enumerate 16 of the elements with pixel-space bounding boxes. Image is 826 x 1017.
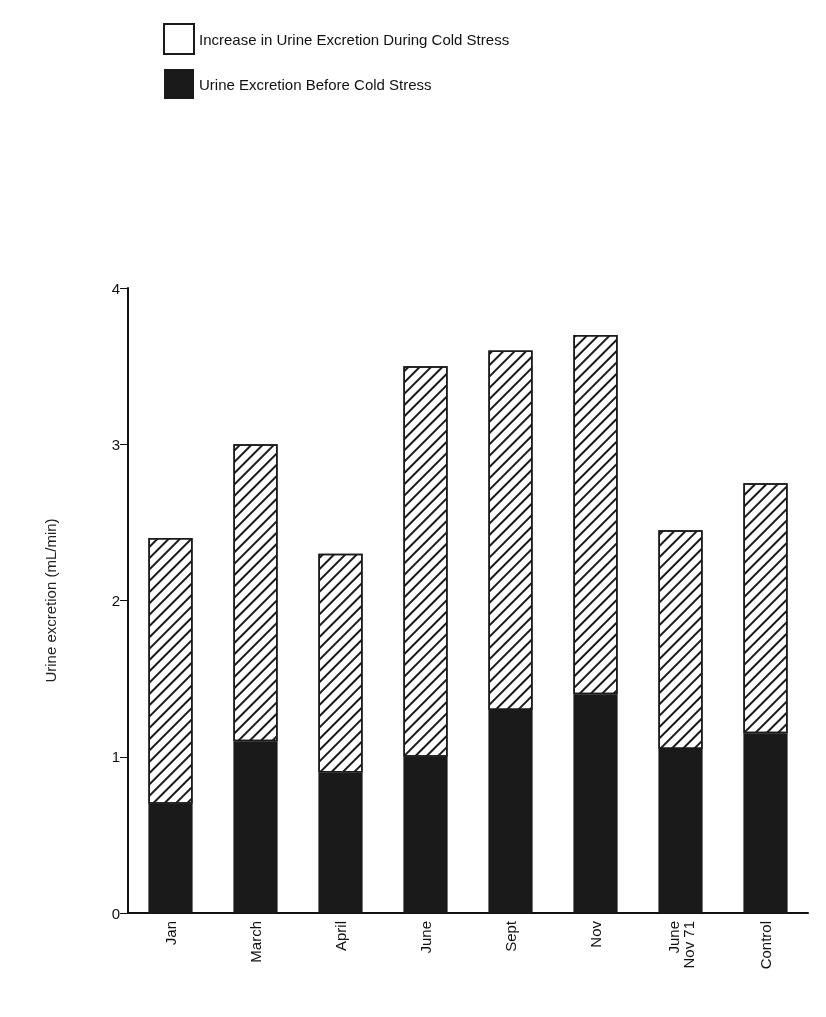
x-tick-label: Jan	[162, 921, 179, 946]
y-tick-label: 1	[111, 748, 120, 766]
y-tick-label: 2	[111, 592, 120, 609]
y-axis-title: Urine excretion (mL/min)	[42, 518, 59, 683]
legend-label: Urine Excretion Before Cold Stress	[199, 75, 432, 93]
x-tick-label: March	[247, 921, 264, 963]
x-tick-label: June Nov 71	[664, 921, 697, 969]
x-tick-label: Nov	[587, 920, 604, 948]
y-tick-label: 0	[111, 904, 120, 922]
x-tick-label: June	[417, 921, 434, 954]
x-tick-label: Control	[757, 921, 774, 970]
x-tick-label: April	[332, 921, 349, 952]
x-tick-label: Sept	[502, 920, 519, 952]
legend-label: Increase in Urine Excretion During Cold Stress	[199, 30, 510, 48]
y-tick-label: 4	[111, 279, 120, 297]
y-tick-label: 3	[111, 435, 120, 453]
